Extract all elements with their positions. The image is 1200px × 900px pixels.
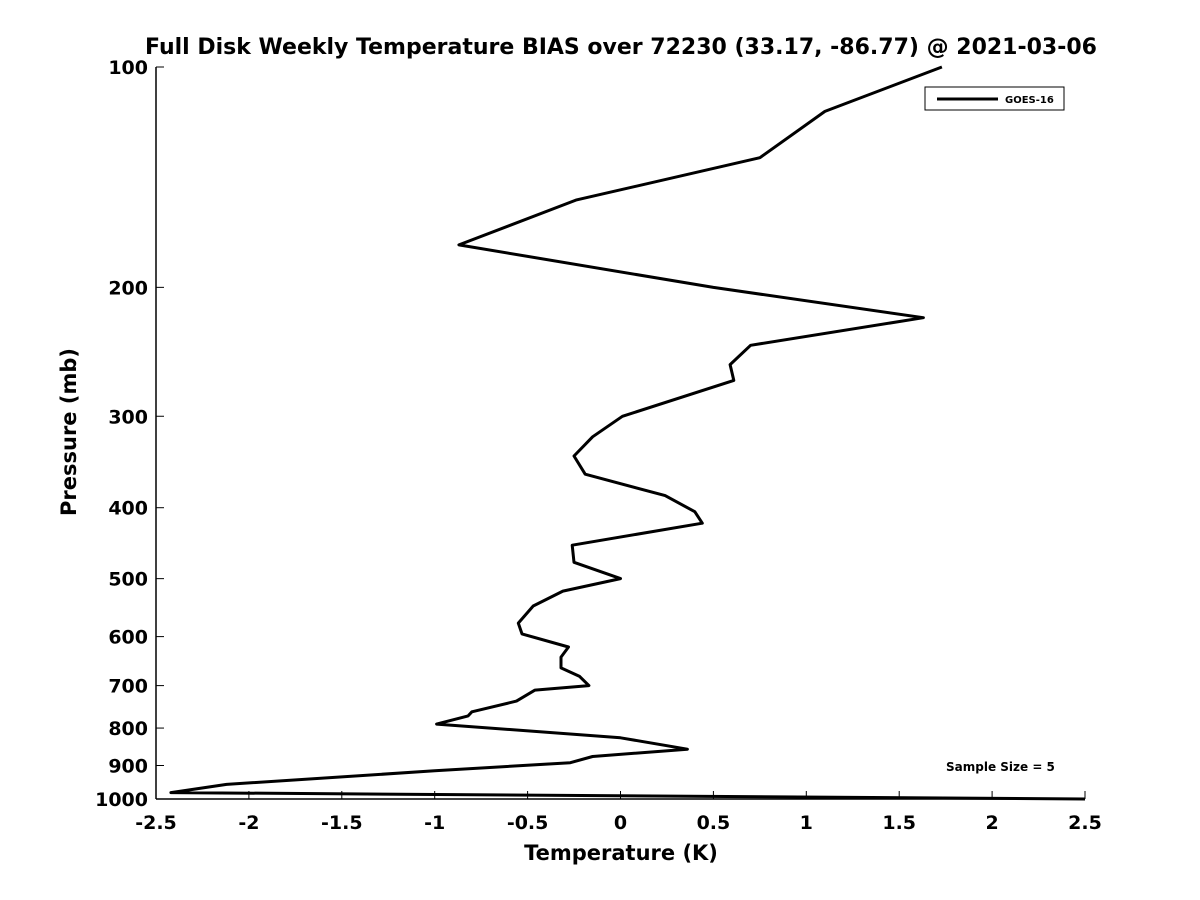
axes-frame (155, 67, 1085, 800)
y-tick-label: 700 (108, 676, 148, 698)
x-tick-label: 2 (985, 812, 998, 834)
legend: GOES-16 (924, 86, 1065, 111)
y-tick-label: 1000 (95, 789, 148, 811)
x-tick-label: -2.5 (135, 812, 177, 834)
x-tick-label: 0 (614, 812, 627, 834)
y-tick-label: 400 (108, 498, 148, 520)
x-tick-label: 1.5 (882, 812, 916, 834)
y-axis-label: Pressure (mb) (57, 348, 81, 516)
series-line-goes-16 (169, 65, 1086, 801)
y-tick-label: 800 (108, 718, 148, 740)
sample-size-annotation: Sample Size = 5 (946, 760, 1055, 774)
y-tick-label: 100 (108, 57, 148, 79)
series-layer (169, 65, 1086, 801)
x-tick-label: -2 (238, 812, 259, 834)
legend-label-goes-16: GOES-16 (1005, 95, 1054, 106)
x-tick-label: 1 (800, 812, 813, 834)
y-tick-label: 300 (108, 406, 148, 428)
y-tick-label: 500 (108, 569, 148, 591)
chart-title: Full Disk Weekly Temperature BIAS over 7… (145, 35, 1097, 60)
x-tick-label: -1 (424, 812, 445, 834)
y-axis-ticks: 100 200 300 400 500 600 700 800 900 1000 (95, 57, 164, 811)
x-tick-label: -0.5 (507, 812, 549, 834)
x-tick-label: -1.5 (321, 812, 363, 834)
y-tick-label: 200 (108, 277, 148, 299)
x-tick-label: 2.5 (1068, 812, 1102, 834)
y-tick-label: 900 (108, 756, 148, 778)
x-tick-label: 0.5 (697, 812, 731, 834)
x-axis-label: Temperature (K) (524, 841, 718, 865)
y-tick-label: 600 (108, 627, 148, 649)
x-axis-ticks: -2.5 -2 -1.5 -1 -0.5 0 0.5 1 1.5 2 2.5 (135, 791, 1102, 834)
